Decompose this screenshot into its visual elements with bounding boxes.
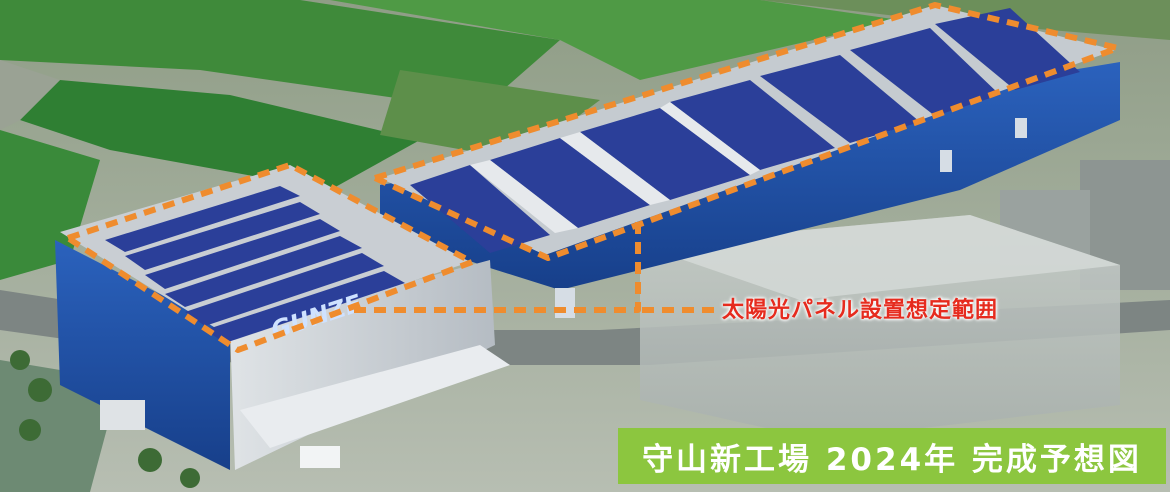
caption-band: 守山新工場 2024年 完成予想図 (618, 428, 1166, 484)
trees (10, 350, 200, 488)
loading-door (555, 288, 575, 318)
solar-area-outline (65, 2, 1121, 353)
loading-door (940, 150, 952, 172)
loading-canopy (240, 345, 510, 448)
truck (300, 446, 340, 468)
front-building-wall (55, 240, 230, 470)
solar-panels-long-roof (410, 8, 1080, 253)
loading-door (1015, 118, 1027, 138)
roof-ridges (470, 102, 760, 233)
solar-area-label: 太陽光パネル設置想定範囲 (722, 298, 999, 323)
caption-text: 守山新工場 2024年 完成予想図 (642, 441, 1142, 478)
truck (100, 400, 145, 430)
solar-panels-front-roof (105, 186, 405, 343)
rice-fields (0, 0, 1170, 280)
